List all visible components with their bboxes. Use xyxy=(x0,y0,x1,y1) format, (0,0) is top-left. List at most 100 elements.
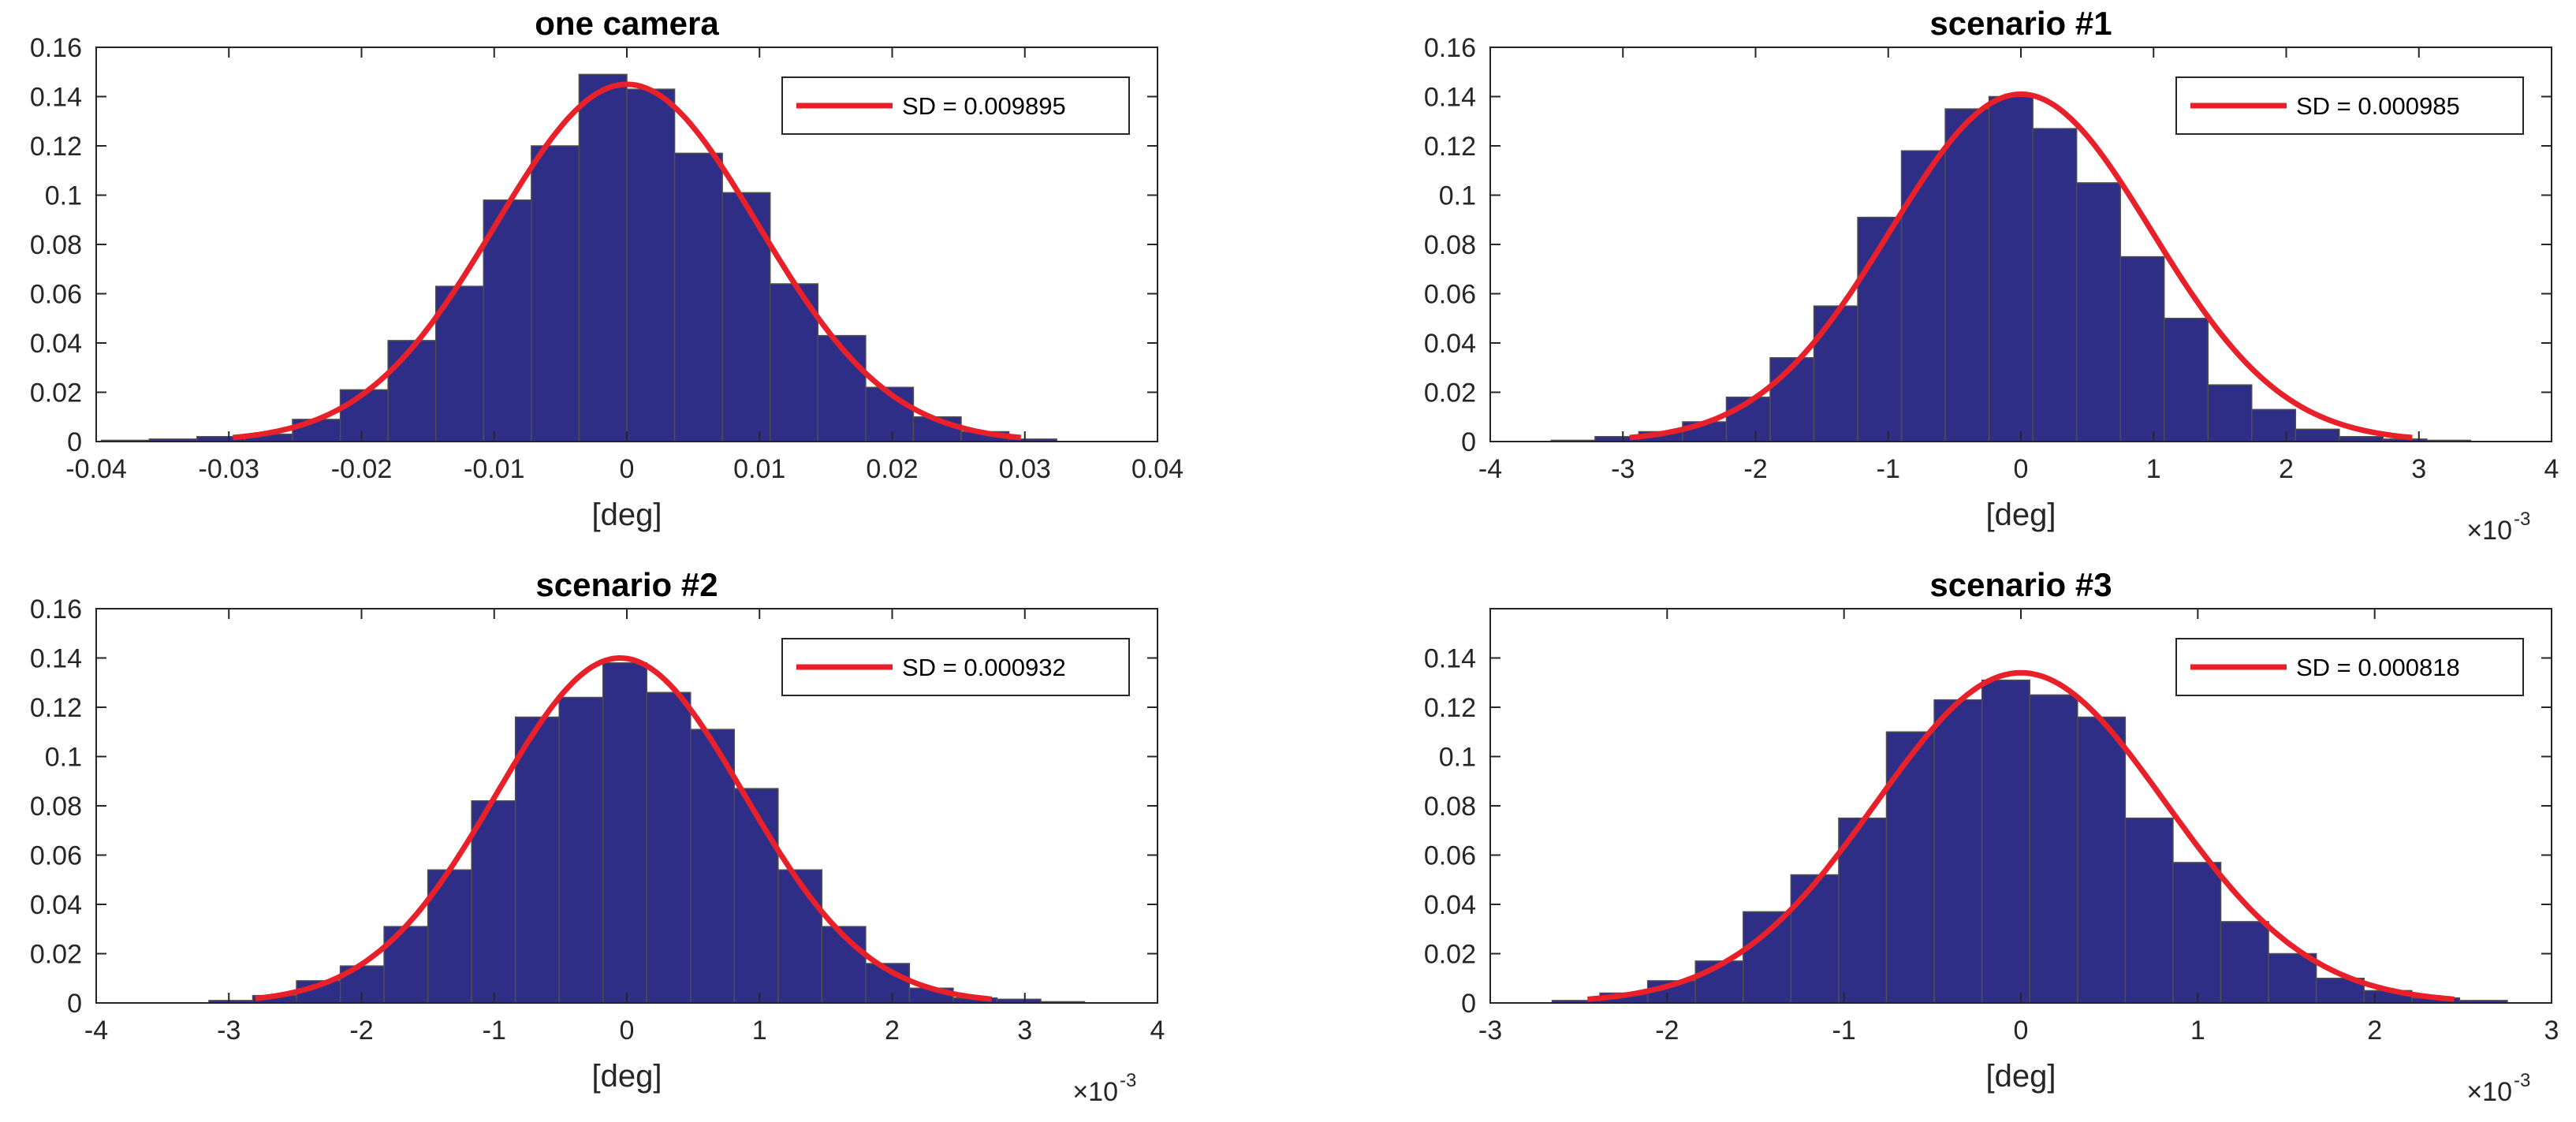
x-tick-label: 0.04 xyxy=(1131,454,1184,484)
x-tick-label: -1 xyxy=(483,1016,506,1046)
histogram-bar xyxy=(1933,699,1983,1004)
x-axis-label: [deg] xyxy=(592,498,662,532)
histogram-bar xyxy=(339,389,389,442)
x-tick-label: -0.02 xyxy=(331,454,393,484)
legend: SD = 0.009895 xyxy=(781,76,1130,135)
histogram-bar xyxy=(1838,817,1888,1004)
x-tick-label: -0.01 xyxy=(464,454,525,484)
x-tick-label: -4 xyxy=(84,1016,108,1046)
x-tick-label: 4 xyxy=(1150,1016,1165,1046)
y-tick-label: 0.04 xyxy=(30,890,82,920)
histogram-bar xyxy=(1885,731,1935,1004)
x-tick-label: -3 xyxy=(1478,1016,1502,1046)
y-tick-label: 0 xyxy=(1461,989,1476,1019)
histogram-bar xyxy=(602,662,647,1004)
y-tick-label: 0 xyxy=(1461,427,1476,457)
subplot-2: -4 -3 -2 -1 0 1 2 3 4 0 0.02 0.04 0.06 0.08 0.1 0.12 0.1… xyxy=(1424,5,2559,546)
x-axis-multiplier-exponent: -3 xyxy=(2514,509,2530,530)
y-tick-label: 0.16 xyxy=(30,33,82,63)
y-tick-label: 0.14 xyxy=(1424,83,1476,113)
x-tick-label: 2 xyxy=(2279,454,2294,484)
x-tick-label: 0 xyxy=(2014,454,2029,484)
x-axis-label: [deg] xyxy=(1986,498,2056,532)
x-tick-label: 3 xyxy=(2411,454,2426,484)
y-tick-label: 0.12 xyxy=(30,132,82,162)
x-tick-label: -3 xyxy=(1611,454,1635,484)
y-tick-label: 0.08 xyxy=(30,792,82,822)
x-tick-label: 0.01 xyxy=(733,454,785,484)
y-tick-label: 0.02 xyxy=(30,940,82,970)
x-tick-label: -1 xyxy=(1832,1016,1856,1046)
x-axis-label: [deg] xyxy=(592,1059,662,1094)
histogram-bar xyxy=(2077,716,2127,1004)
histogram-bar xyxy=(626,88,676,442)
y-tick-label: 0.06 xyxy=(30,841,82,871)
legend-label: SD = 0.000818 xyxy=(2296,654,2460,681)
x-tick-label: -2 xyxy=(1743,454,1767,484)
x-axis-multiplier-exponent: -3 xyxy=(2514,1070,2530,1091)
chart-title: one camera xyxy=(535,5,719,42)
histogram-bar xyxy=(733,788,779,1004)
x-tick-label: -4 xyxy=(1478,454,1502,484)
histogram-bar xyxy=(558,696,604,1004)
gaussian-fit-line xyxy=(1629,91,2413,441)
y-tick-label: 0.1 xyxy=(1439,743,1476,773)
x-tick-label: -1 xyxy=(1877,454,1900,484)
x-tick-label: -3 xyxy=(217,1016,240,1046)
x-tick-label: -2 xyxy=(349,1016,373,1046)
chart-title: scenario #2 xyxy=(535,566,718,603)
x-tick-label: -2 xyxy=(1655,1016,1679,1046)
x-axis-multiplier: ×10 xyxy=(2466,1077,2512,1107)
y-tick-label: 0.12 xyxy=(1424,693,1476,723)
x-tick-label: 2 xyxy=(2367,1016,2382,1046)
x-tick-label: 1 xyxy=(2190,1016,2205,1046)
x-axis-multiplier: ×10 xyxy=(1072,1077,1118,1107)
legend: SD = 0.000818 xyxy=(2175,638,2524,696)
legend-label: SD = 0.000932 xyxy=(902,654,1066,681)
histogram-bar xyxy=(1944,108,1990,442)
y-tick-label: 0.12 xyxy=(30,693,82,723)
legend-label: SD = 0.009895 xyxy=(902,92,1066,120)
histogram-bar xyxy=(2268,952,2317,1004)
x-tick-label: 3 xyxy=(1017,1016,1032,1046)
histogram-bar xyxy=(1988,95,2034,442)
x-tick-label: 1 xyxy=(2146,454,2161,484)
histogram-bar xyxy=(673,152,723,442)
gaussian-fit-line xyxy=(232,81,1022,441)
x-tick-label: 0.03 xyxy=(999,454,1051,484)
x-tick-label: 0 xyxy=(620,454,635,484)
histogram-bar xyxy=(777,869,823,1004)
x-tick-label: 0 xyxy=(2014,1016,2029,1046)
subplot-1: -0.04 -0.03 -0.02 -0.01 0 0.01 0.02 0.03 0.04 0 0.… xyxy=(30,5,1184,532)
histogram-bar xyxy=(2075,182,2121,442)
legend: SD = 0.000985 xyxy=(2175,76,2524,135)
y-tick-label: 0.12 xyxy=(1424,132,1476,162)
histogram-bar xyxy=(2163,318,2209,442)
gaussian-fit-line xyxy=(255,655,993,1002)
y-tick-label: 0.04 xyxy=(1424,329,1476,359)
y-tick-label: 0.08 xyxy=(30,230,82,260)
histogram-bar xyxy=(1981,679,2030,1004)
legend: SD = 0.000932 xyxy=(781,638,1130,696)
legend-label: SD = 0.000985 xyxy=(2296,92,2460,120)
y-tick-label: 0.08 xyxy=(1424,792,1476,822)
y-tick-label: 0.16 xyxy=(30,595,82,624)
x-tick-label: 3 xyxy=(2544,1016,2559,1046)
x-axis-label: [deg] xyxy=(1986,1059,2056,1094)
histogram-bar xyxy=(2207,384,2253,442)
histogram-bar xyxy=(471,800,516,1004)
chart-title: scenario #3 xyxy=(1929,566,2112,603)
y-tick-label: 0.1 xyxy=(1439,181,1476,211)
y-tick-label: 0 xyxy=(67,427,82,457)
histogram-bar xyxy=(2029,694,2078,1004)
x-tick-label: 0 xyxy=(620,1016,635,1046)
y-tick-label: 0.04 xyxy=(1424,890,1476,920)
subplot-3: -4 -3 -2 -1 0 1 2 3 4 0 0.02 0.04 0.06 0.08 0.1 0.12 0.1… xyxy=(30,566,1165,1107)
y-tick-label: 0.14 xyxy=(1424,644,1476,674)
histogram-bar xyxy=(2251,408,2297,442)
y-tick-label: 0.06 xyxy=(1424,841,1476,871)
x-tick-label: 0.02 xyxy=(866,454,918,484)
chart-title: scenario #1 xyxy=(1929,5,2112,42)
y-tick-label: 0.1 xyxy=(45,181,82,211)
